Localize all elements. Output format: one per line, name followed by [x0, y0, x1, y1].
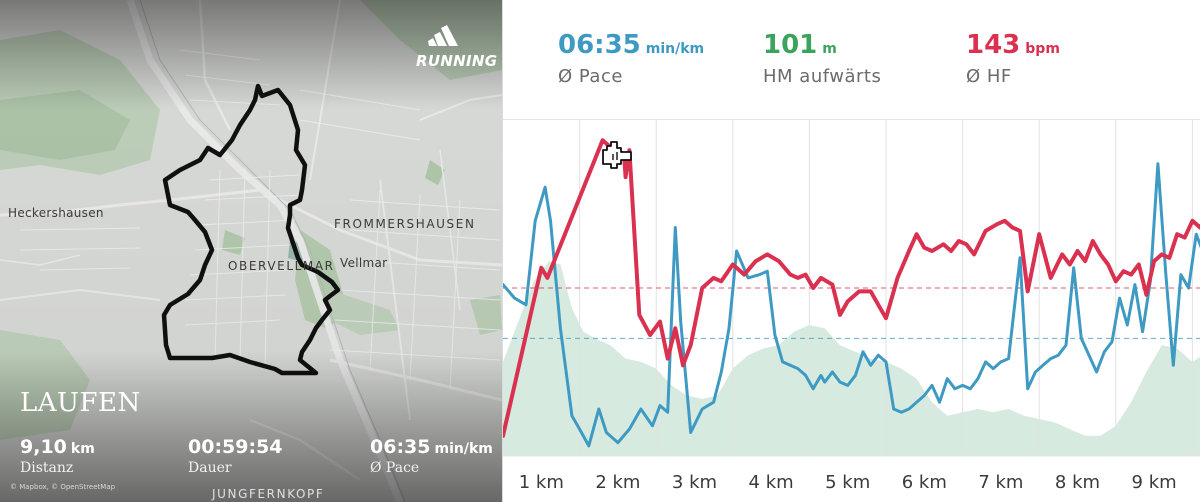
x-tick-label: 5 km: [825, 472, 870, 493]
stat-distance: 9,10 km Distanz: [20, 436, 95, 476]
stat-pace-value: 06:35: [370, 436, 431, 458]
summary-elevation-unit: m: [822, 41, 837, 57]
map-background: [0, 0, 502, 502]
stat-pace: 06:35 min/km Ø Pace: [370, 436, 493, 476]
place-label-jungfernkopf: JUNGFERNKOPF: [212, 487, 325, 501]
x-tick-label: 4 km: [749, 472, 794, 493]
summary-heart-rate: 143 bpm Ø HF: [966, 30, 1060, 87]
stat-duration-value: 00:59:54: [188, 436, 283, 458]
stat-distance-value: 9,10: [20, 436, 67, 458]
average-lines: [503, 287, 1200, 339]
panel-divider: [502, 0, 503, 502]
series-points: [503, 140, 1197, 446]
x-tick-label: 2 km: [595, 472, 640, 493]
route-map[interactable]: Heckershausen FROMMERSHAUSEN OBERVELLMAR…: [0, 0, 502, 502]
stat-duration: 00:59:54 Dauer: [188, 436, 283, 476]
stat-distance-unit: km: [70, 441, 95, 457]
summary-elevation-label: HM aufwärts: [763, 66, 882, 87]
activity-chart[interactable]: 1 km 2 km 3 km 4 km 5 km 6 km 7 km 8 km 9 km: [503, 120, 1200, 502]
brand-wordmark: RUNNING: [416, 52, 498, 70]
cursor-hand-icon: [602, 141, 632, 169]
summary-heart-rate-value: 143: [966, 30, 1021, 60]
x-tick-label: 6 km: [902, 472, 947, 493]
summary-elevation: 101 m HM aufwärts: [763, 30, 881, 87]
x-tick-label: 1 km: [519, 472, 564, 493]
x-tick-label: 8 km: [1055, 472, 1100, 493]
summary-pace-value: 06:35: [558, 30, 641, 60]
summary-heart-rate-label: Ø HF: [966, 66, 1012, 87]
stat-pace-unit: min/km: [434, 441, 493, 457]
adidas-logo-icon: [428, 25, 458, 46]
x-tick-label: 9 km: [1132, 472, 1177, 493]
elevation-area-layer: [503, 261, 1200, 456]
stat-distance-label: Distanz: [20, 460, 74, 476]
summary-pace-unit: min/km: [645, 41, 705, 57]
map-attribution[interactable]: © Mapbox, © OpenStreetMap: [10, 483, 116, 491]
summary-heart-rate-unit: bpm: [1025, 41, 1060, 57]
stat-duration-label: Dauer: [188, 460, 232, 476]
elevation-area: [503, 261, 1200, 456]
stat-pace-label: Ø Pace: [370, 460, 420, 476]
place-label-obervellmar: OBERVELLMAR: [228, 259, 335, 273]
heart-rate-line: [503, 138, 1200, 438]
place-label-heckershausen: Heckershausen: [8, 206, 104, 220]
place-label-vellmar: Vellmar: [340, 256, 388, 270]
summary-header: 06:35 min/km Ø Pace 101 m HM aufwärts 143 b…: [503, 0, 1200, 120]
summary-pace: 06:35 min/km Ø Pace: [558, 30, 704, 87]
x-axis-ticks: 1 km 2 km 3 km 4 km 5 km 6 km 7 km 8 km 9 km: [519, 472, 1177, 493]
activity-type-title: LAUFEN: [20, 388, 141, 418]
x-tick-label: 3 km: [672, 472, 717, 493]
x-tick-label: 7 km: [978, 472, 1023, 493]
summary-elevation-value: 101: [763, 30, 818, 60]
summary-pace-label: Ø Pace: [558, 66, 623, 87]
place-label-frommershausen: FROMMERSHAUSEN: [334, 217, 476, 231]
